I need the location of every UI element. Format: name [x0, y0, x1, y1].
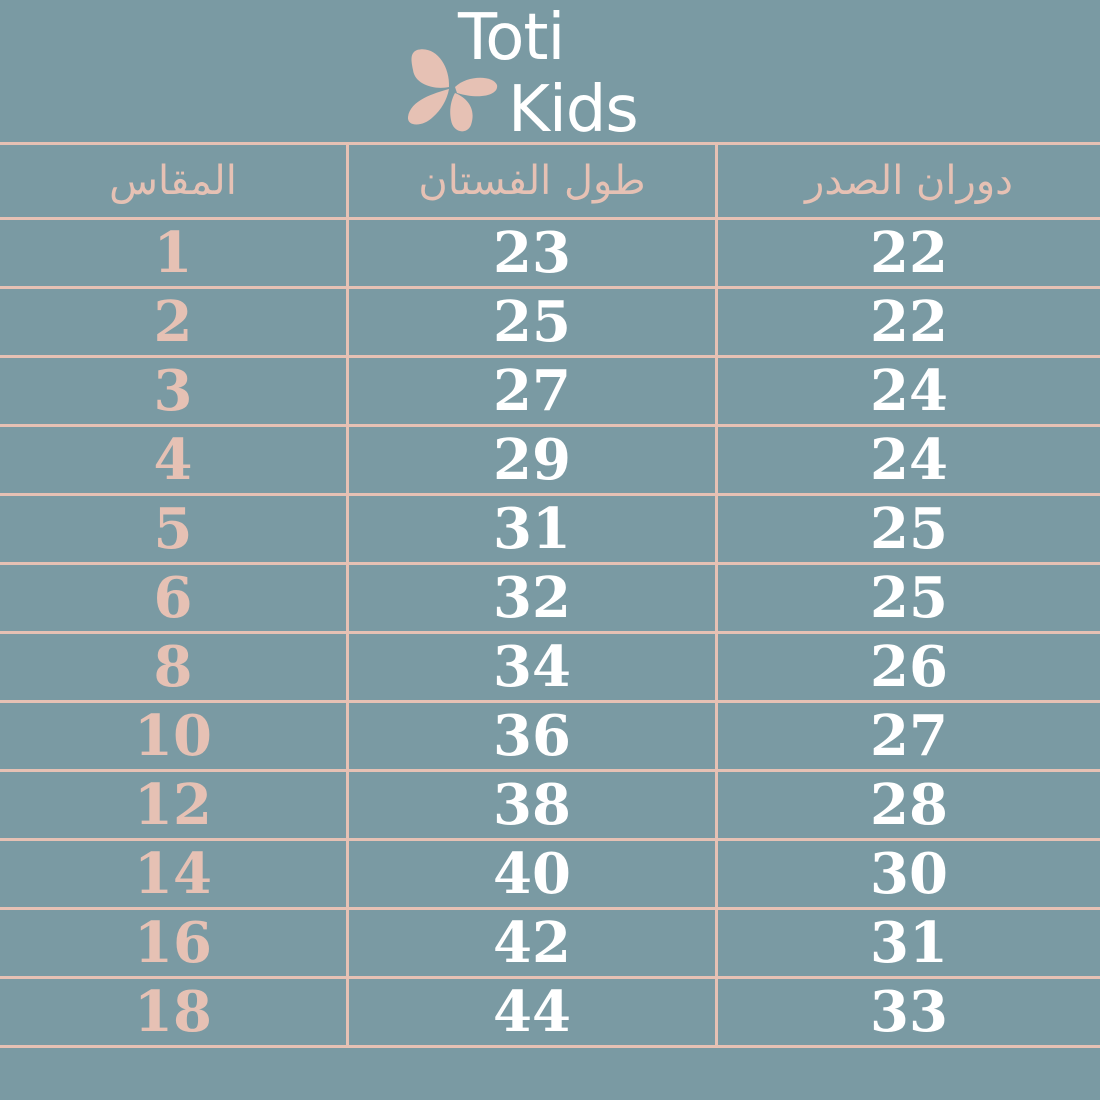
- dress-length-cell: 29: [346, 424, 718, 496]
- chest-cell: 22: [715, 217, 1100, 289]
- chest-cell: 25: [715, 493, 1100, 565]
- table-row: 4 29 24: [0, 424, 1100, 496]
- table-row: 10 36 27: [0, 700, 1100, 772]
- dress-length-cell: 44: [346, 976, 718, 1048]
- size-cell: 1: [0, 217, 349, 289]
- chest-cell: 33: [715, 976, 1100, 1048]
- header-chest-circumference: دوران الصدر: [715, 142, 1100, 220]
- brand-logo: Toti Kids: [400, 0, 680, 142]
- table-row: 8 34 26: [0, 631, 1100, 703]
- size-cell: 8: [0, 631, 349, 703]
- table-row: 2 25 22: [0, 286, 1100, 358]
- dress-length-cell: 34: [346, 631, 718, 703]
- dress-length-cell: 25: [346, 286, 718, 358]
- header-dress-length: طول الفستان: [346, 142, 718, 220]
- size-cell: 12: [0, 769, 349, 841]
- size-cell: 16: [0, 907, 349, 979]
- dress-length-cell: 31: [346, 493, 718, 565]
- dress-length-cell: 42: [346, 907, 718, 979]
- chest-cell: 22: [715, 286, 1100, 358]
- size-cell: 14: [0, 838, 349, 910]
- table-header-row: المقاس طول الفستان دوران الصدر: [0, 142, 1100, 220]
- chest-cell: 25: [715, 562, 1100, 634]
- chest-cell: 31: [715, 907, 1100, 979]
- chest-cell: 26: [715, 631, 1100, 703]
- size-cell: 5: [0, 493, 349, 565]
- table-row: 18 44 33: [0, 976, 1100, 1048]
- brand-name-line2: Kids: [508, 73, 639, 147]
- dress-length-cell: 38: [346, 769, 718, 841]
- dress-length-cell: 23: [346, 217, 718, 289]
- chest-cell: 28: [715, 769, 1100, 841]
- brand-name-line1: Toti: [458, 1, 565, 75]
- dress-length-cell: 27: [346, 355, 718, 427]
- chest-cell: 30: [715, 838, 1100, 910]
- dress-length-cell: 32: [346, 562, 718, 634]
- table-row: 14 40 30: [0, 838, 1100, 910]
- table-row: 5 31 25: [0, 493, 1100, 565]
- dress-length-cell: 40: [346, 838, 718, 910]
- size-cell: 6: [0, 562, 349, 634]
- butterfly-icon: [407, 49, 498, 132]
- chest-cell: 27: [715, 700, 1100, 772]
- dress-length-cell: 36: [346, 700, 718, 772]
- table-row: 16 42 31: [0, 907, 1100, 979]
- size-cell: 2: [0, 286, 349, 358]
- chest-cell: 24: [715, 355, 1100, 427]
- size-cell: 3: [0, 355, 349, 427]
- size-chart-table: المقاس طول الفستان دوران الصدر 1 23 22 2 25 2…: [0, 142, 1100, 1048]
- size-cell: 10: [0, 700, 349, 772]
- table-row: 3 27 24: [0, 355, 1100, 427]
- header-size: المقاس: [0, 142, 349, 220]
- table-row: 1 23 22: [0, 217, 1100, 289]
- size-cell: 4: [0, 424, 349, 496]
- size-cell: 18: [0, 976, 349, 1048]
- table-row: 12 38 28: [0, 769, 1100, 841]
- table-row: 6 32 25: [0, 562, 1100, 634]
- chest-cell: 24: [715, 424, 1100, 496]
